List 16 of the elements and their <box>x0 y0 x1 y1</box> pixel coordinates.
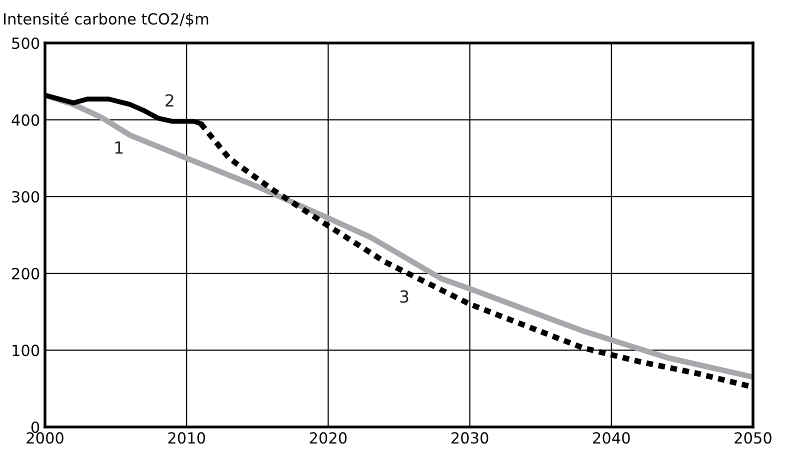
series-label: 3 <box>400 290 408 303</box>
series-label: 2 <box>166 94 174 106</box>
x-tick-label: 2040 <box>593 432 630 444</box>
y-axis-title: Intensité carbone tCO2/$m <box>4 12 208 27</box>
x-tick-label: 2030 <box>451 432 488 444</box>
y-tick-label: 200 <box>12 268 40 280</box>
y-tick-label: 400 <box>12 114 40 126</box>
y-tick-label: 300 <box>12 191 40 203</box>
series-label: 1 <box>115 141 123 154</box>
x-tick-label: 2010 <box>168 432 206 444</box>
x-tick-label: 2020 <box>310 432 347 444</box>
y-tick-label: 0 <box>31 421 40 434</box>
y-tick-label: 100 <box>12 344 40 356</box>
x-tick-label: 2050 <box>734 432 772 444</box>
y-tick-label: 500 <box>12 37 40 50</box>
x-tick-label: 2000 <box>26 432 64 444</box>
